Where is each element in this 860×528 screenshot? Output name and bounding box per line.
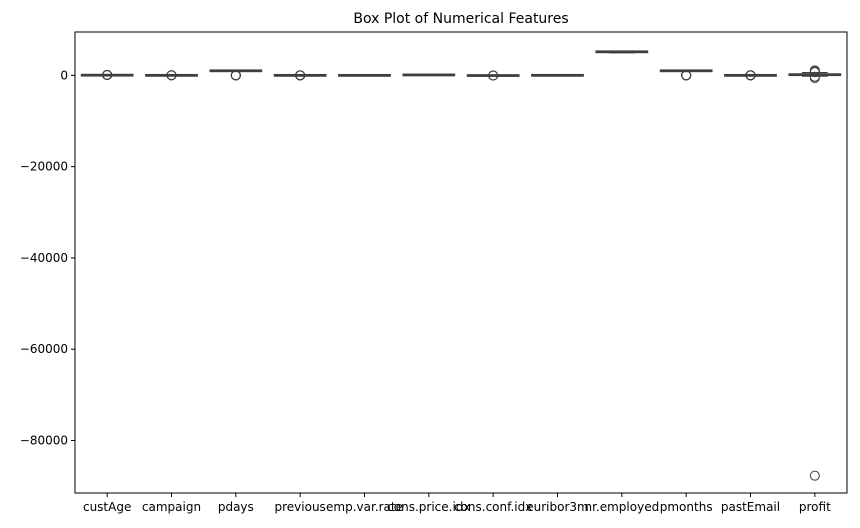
x-tick-label: custAge: [83, 500, 131, 514]
box-pdays: [209, 69, 263, 81]
x-axis: custAge campaign pdays previous emp.var.rate…: [83, 493, 831, 514]
outlier-point: [166, 70, 177, 81]
outlier-point: [102, 69, 113, 80]
y-tick-label: 0: [60, 68, 68, 82]
x-tick-label: previous: [275, 500, 326, 514]
outlier-point: [809, 65, 820, 76]
outlier-point: [681, 70, 692, 81]
box-cons.conf.idx: [466, 70, 520, 81]
outlier-point: [488, 70, 499, 81]
box-profit: [788, 65, 842, 481]
chart-title: Box Plot of Numerical Features: [353, 11, 568, 27]
x-tick-label: campaign: [142, 500, 201, 514]
box-pmonths: [659, 69, 713, 81]
x-tick-label: emp.var.rate: [326, 500, 403, 514]
x-tick-label: pmonths: [660, 500, 713, 514]
box-cons.price.idx: [402, 73, 456, 77]
x-tick-label: cons.price.idx: [387, 500, 470, 514]
outlier-point: [809, 73, 820, 84]
plot-frame: [74, 31, 848, 494]
box-nr.employed: [595, 50, 649, 54]
y-tick-label: −80000: [20, 434, 68, 448]
y-axis: 0 −20000 −40000 −60000 −80000: [20, 68, 75, 448]
y-tick-label: −60000: [20, 342, 68, 356]
box-previous: [273, 70, 327, 81]
box-euribor3m: [531, 73, 584, 77]
outlier-point: [295, 70, 306, 81]
y-tick-label: −40000: [20, 251, 68, 265]
x-tick-label: cons.conf.idx: [454, 500, 532, 514]
x-tick-label: profit: [799, 500, 831, 514]
x-tick-label: pdays: [218, 500, 254, 514]
box-emp.var.rate: [338, 73, 391, 77]
x-tick-label: nr.employed: [584, 500, 659, 514]
x-tick-label: pastEmail: [721, 500, 780, 514]
box-custAge: [80, 69, 134, 81]
outlier-point: [809, 470, 820, 481]
box-pastEmail: [724, 70, 777, 81]
outlier-point: [230, 70, 241, 81]
y-tick-label: −20000: [20, 160, 68, 174]
x-tick-label: euribor3m: [526, 500, 588, 514]
box-series: [80, 50, 842, 481]
box-campaign: [145, 70, 198, 81]
outlier-point: [745, 70, 756, 81]
